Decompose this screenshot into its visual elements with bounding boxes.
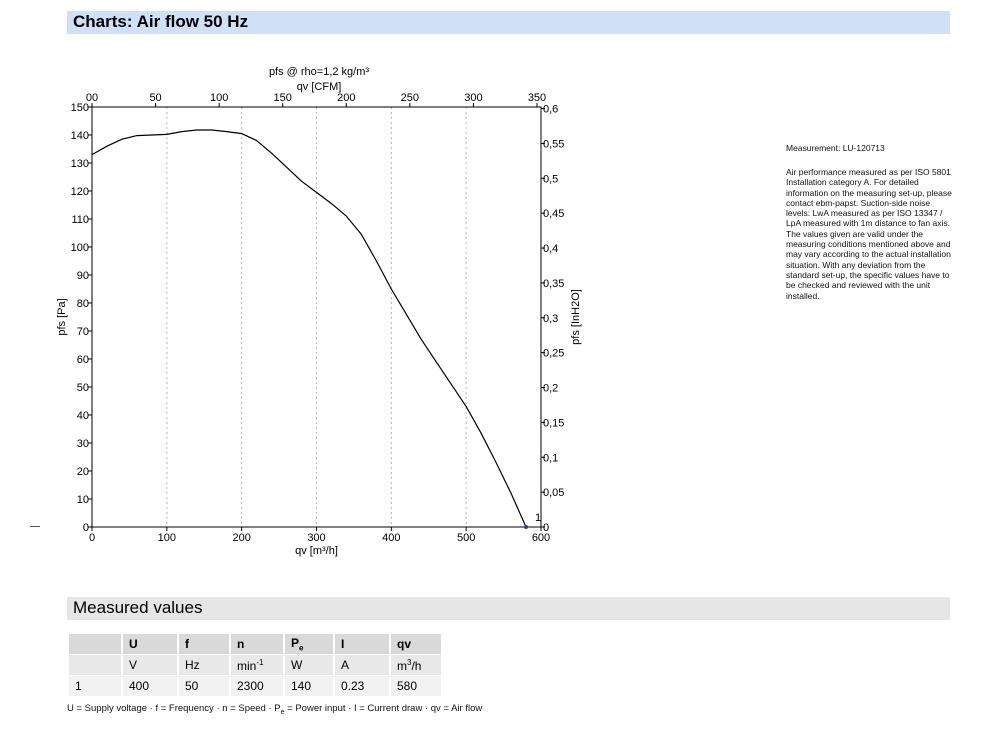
y-tick-label: 150 <box>71 102 89 114</box>
measured-values-table: U f n Pe I qv V Hz min-1 W A m3/h 1 400 … <box>67 633 443 697</box>
x-axis-label: qv [m³/h] <box>295 545 338 557</box>
y-tick-label: 20 <box>77 466 89 478</box>
y2-tick-label: 0,35 <box>543 278 564 290</box>
y-tick-label: 120 <box>71 186 89 198</box>
y-axis-label: pfs [Pa] <box>56 298 68 335</box>
chart-title: pfs @ rho=1,2 kg/m³ <box>269 66 369 78</box>
x2-axis-label: qv [CFM] <box>297 81 342 93</box>
x2-tick-label: 350 <box>528 92 546 104</box>
header-cell: qv <box>391 634 441 654</box>
measured-section-header: Measured values <box>67 597 950 620</box>
value-cell: 580 <box>391 676 441 696</box>
y-tick-label: 90 <box>77 270 89 282</box>
x-tick-label: 400 <box>382 532 400 544</box>
unit-cell <box>69 655 121 675</box>
table-row: 1 400 50 2300 140 0.23 580 <box>69 676 441 696</box>
y-tick-label: 80 <box>77 298 89 310</box>
chart-section-header: Charts: Air flow 50 Hz <box>67 11 950 34</box>
y2-tick-label: 0,15 <box>543 417 564 429</box>
y-tick-label: 140 <box>71 130 89 142</box>
unit-cell-n: min-1 <box>231 655 283 675</box>
y2-tick-label: 0,5 <box>543 173 558 185</box>
unit-cell-qv: m3/h <box>391 655 441 675</box>
header-cell: f <box>179 634 229 654</box>
x2-tick-label: 50 <box>149 92 161 104</box>
series-line <box>91 129 527 528</box>
unit-cell: W <box>285 655 333 675</box>
x-tick-label: 300 <box>307 532 325 544</box>
header-cell: I <box>335 634 389 654</box>
y-tick-label: 110 <box>71 214 89 226</box>
y2-tick-label: 0 <box>543 522 549 534</box>
value-cell: 50 <box>179 676 229 696</box>
y-tick-label: 60 <box>77 354 89 366</box>
section-title: Charts: Air flow 50 Hz <box>73 12 249 31</box>
table-header-row: U f n Pe I qv <box>69 634 441 654</box>
y2-tick-label: 0,6 <box>543 104 558 116</box>
table-units-row: V Hz min-1 W A m3/h <box>69 655 441 675</box>
y2-tick-label: 0,45 <box>543 208 564 220</box>
measurement-description: Air performance measured as per ISO 5801… <box>786 167 952 301</box>
unit-cell: Hz <box>179 655 229 675</box>
header-cell: U <box>123 634 177 654</box>
y-tick-label: 50 <box>77 382 89 394</box>
x2-tick-label: 200 <box>337 92 355 104</box>
y-tick-label: 100 <box>71 242 89 254</box>
y2-tick-label: 0,05 <box>543 487 564 499</box>
y-tick-label: 10 <box>77 494 89 506</box>
value-cell: 1 <box>69 676 121 696</box>
unit-cell: A <box>335 655 389 675</box>
x-tick-label: 500 <box>457 532 475 544</box>
y-tick-label: 130 <box>71 158 89 170</box>
value-cell: 2300 <box>231 676 283 696</box>
x2-tick-label: 100 <box>210 92 228 104</box>
value-cell: 140 <box>285 676 333 696</box>
measurement-id: Measurement: LU-120713 <box>786 143 885 153</box>
y2-tick-label: 0,25 <box>543 348 564 360</box>
page-marker <box>30 526 40 527</box>
x-tick-label: 0 <box>89 532 95 544</box>
header-cell-pe: Pe <box>285 634 333 654</box>
x-tick-label: 600 <box>532 532 550 544</box>
y-tick-label: 0 <box>83 522 89 534</box>
x2-tick-label: 150 <box>274 92 292 104</box>
header-cell <box>69 634 121 654</box>
value-cell: 0.23 <box>335 676 389 696</box>
header-cell: n <box>231 634 283 654</box>
y2-tick-label: 0,4 <box>543 243 558 255</box>
x-tick-label: 200 <box>232 532 250 544</box>
y2-axis-label: pfs [InH2O] <box>570 289 582 345</box>
y2-tick-label: 0,2 <box>543 383 558 395</box>
x-tick-label: 100 <box>158 532 176 544</box>
y2-tick-label: 0,3 <box>543 313 558 325</box>
unit-cell: V <box>123 655 177 675</box>
operating-point-label: 1 <box>535 512 541 524</box>
y-tick-label: 30 <box>77 438 89 450</box>
measured-title: Measured values <box>73 598 203 617</box>
value-cell: 400 <box>123 676 177 696</box>
y-tick-label: 40 <box>77 410 89 422</box>
y2-tick-label: 0,55 <box>543 138 564 150</box>
x2-tick-label: 00 <box>86 92 98 104</box>
operating-point-marker <box>524 525 529 529</box>
x2-tick-label: 300 <box>464 92 482 104</box>
abbreviation-legend: U = Supply voltage · f = Frequency · n =… <box>67 703 483 716</box>
y-tick-label: 70 <box>77 326 89 338</box>
x2-tick-label: 250 <box>401 92 419 104</box>
y2-tick-label: 0,1 <box>543 452 558 464</box>
